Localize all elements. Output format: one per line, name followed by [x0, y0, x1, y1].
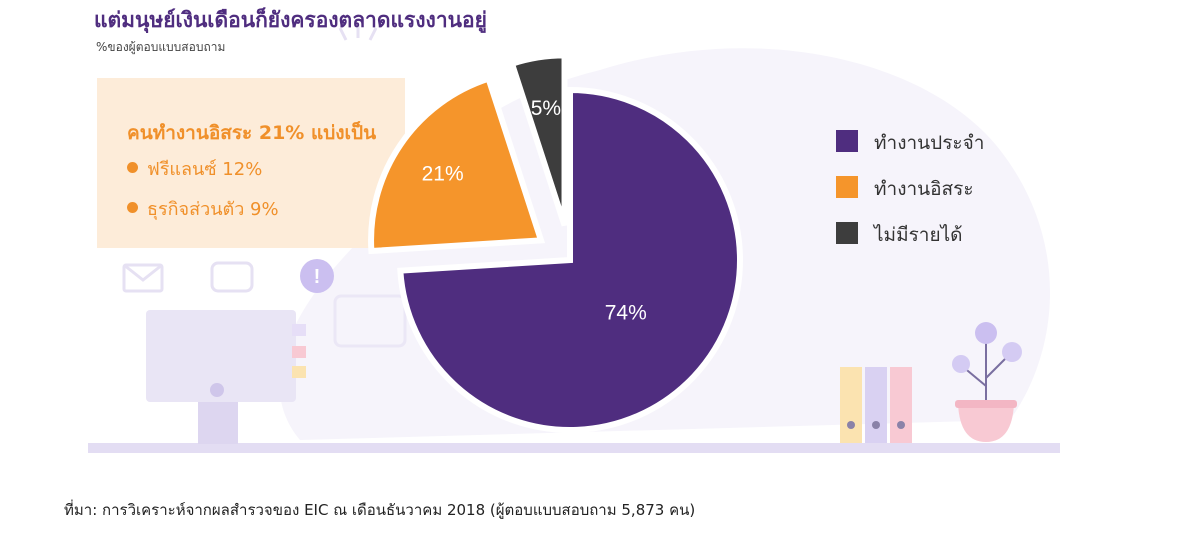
legend-label: ทำงานประจำ [874, 132, 985, 154]
monitor-stand [198, 402, 238, 444]
pie-slice-label: 74% [605, 301, 647, 324]
alert-icon [300, 259, 334, 293]
pie-slice-label: 21% [422, 162, 464, 185]
sun-rays-decoration [338, 24, 378, 41]
chat-bubble-icon [333, 294, 407, 348]
legend-swatch [836, 176, 858, 198]
binder-ring [847, 421, 855, 429]
pie-slice [508, 52, 568, 227]
legend-label: ไม่มีรายได้ [874, 224, 963, 246]
freelance-breakdown-heading: คนทำงานอิสระ 21% แบ่งเป็น [127, 122, 377, 144]
sticky-note [292, 324, 306, 336]
binder-yellow [840, 367, 862, 443]
freelance-breakdown-item: ฟรีแลนซ์ 12% [127, 154, 263, 183]
legend-swatch [836, 222, 858, 244]
freelance-breakdown-item: ธุรกิจส่วนตัว 9% [127, 194, 279, 223]
freelance-breakdown-box: คนทำงานอิสระ 21% แบ่งเป็น ฟรีแลนซ์ 12% ธ… [97, 78, 405, 248]
source-note: ที่มา: การวิเคราะห์จากผลสำรวจของ EIC ณ เ… [64, 501, 696, 519]
binder-purple [865, 367, 887, 443]
chart-title: แต่มนุษย์เงินเดือนก็ยังครองตลาดแรงงานอยู… [94, 8, 487, 32]
binder-ring [897, 421, 905, 429]
binder-pink [890, 367, 912, 443]
pie-slice-label: 5% [531, 97, 561, 120]
monitor-illustration [146, 310, 296, 402]
pie-slice [368, 74, 546, 255]
sticky-note [292, 366, 306, 378]
plant-pot-rim [955, 400, 1017, 408]
legend-swatch [836, 130, 858, 152]
alert-icon-glyph: ! [314, 266, 321, 288]
bullet-dot-icon [127, 202, 138, 213]
binder-ring [872, 421, 880, 429]
envelope-icon [122, 263, 164, 293]
sticky-note [292, 346, 306, 358]
chat-bubble-icon [210, 261, 254, 293]
monitor-knob [210, 383, 224, 397]
freelance-breakdown-item-label: ธุรกิจส่วนตัว 9% [147, 199, 279, 220]
floor-line [88, 443, 1060, 453]
chart-subtitle: %ของผู้ตอบแบบสอบถาม [96, 40, 226, 54]
pie-slice [397, 86, 743, 433]
envelope-flap [123, 263, 163, 282]
plant-pot [958, 404, 1014, 442]
bullet-dot-icon [127, 162, 138, 173]
plant-leaves [952, 322, 1022, 400]
legend-label: ทำงานอิสระ [874, 178, 974, 200]
freelance-breakdown-item-label: ฟรีแลนซ์ 12% [147, 159, 263, 180]
